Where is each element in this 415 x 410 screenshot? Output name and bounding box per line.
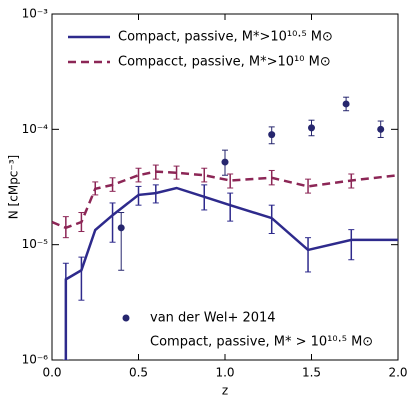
x-tick-label: 1.5 xyxy=(302,366,321,380)
y-tick-label: 10⁻⁵ xyxy=(22,237,49,251)
legend-label: Compacct, passive, M*>10¹⁰ M⊙ xyxy=(118,55,331,70)
x-tick-label: 2.0 xyxy=(388,366,407,380)
y-axis-label: N [cMpc⁻³] xyxy=(7,155,21,219)
legend-note: Compact, passive, M* > 10¹⁰·⁵ M⊙ xyxy=(150,335,373,350)
point xyxy=(377,125,385,133)
plot-area xyxy=(52,96,398,360)
x-tick-label: 1.0 xyxy=(215,366,234,380)
y-tick-label: 10⁻³ xyxy=(22,7,49,21)
line xyxy=(52,170,398,230)
legend-marker xyxy=(122,314,130,322)
y-tick-label: 10⁻⁴ xyxy=(22,122,49,136)
x-tick-label: 0.5 xyxy=(129,366,148,380)
point xyxy=(308,124,315,132)
legend-label: Compact, passive, M*>10¹⁰·⁵ M⊙ xyxy=(118,30,333,45)
point xyxy=(221,158,229,166)
point xyxy=(117,224,125,232)
legend-label: van der Wel+ 2014 xyxy=(150,311,276,326)
point xyxy=(268,131,276,139)
x-tick-label: 0.0 xyxy=(42,366,61,380)
y-tick-label: 10⁻⁶ xyxy=(22,353,49,367)
point xyxy=(342,100,350,108)
line xyxy=(64,186,398,360)
x-axis-label: z xyxy=(222,384,228,398)
